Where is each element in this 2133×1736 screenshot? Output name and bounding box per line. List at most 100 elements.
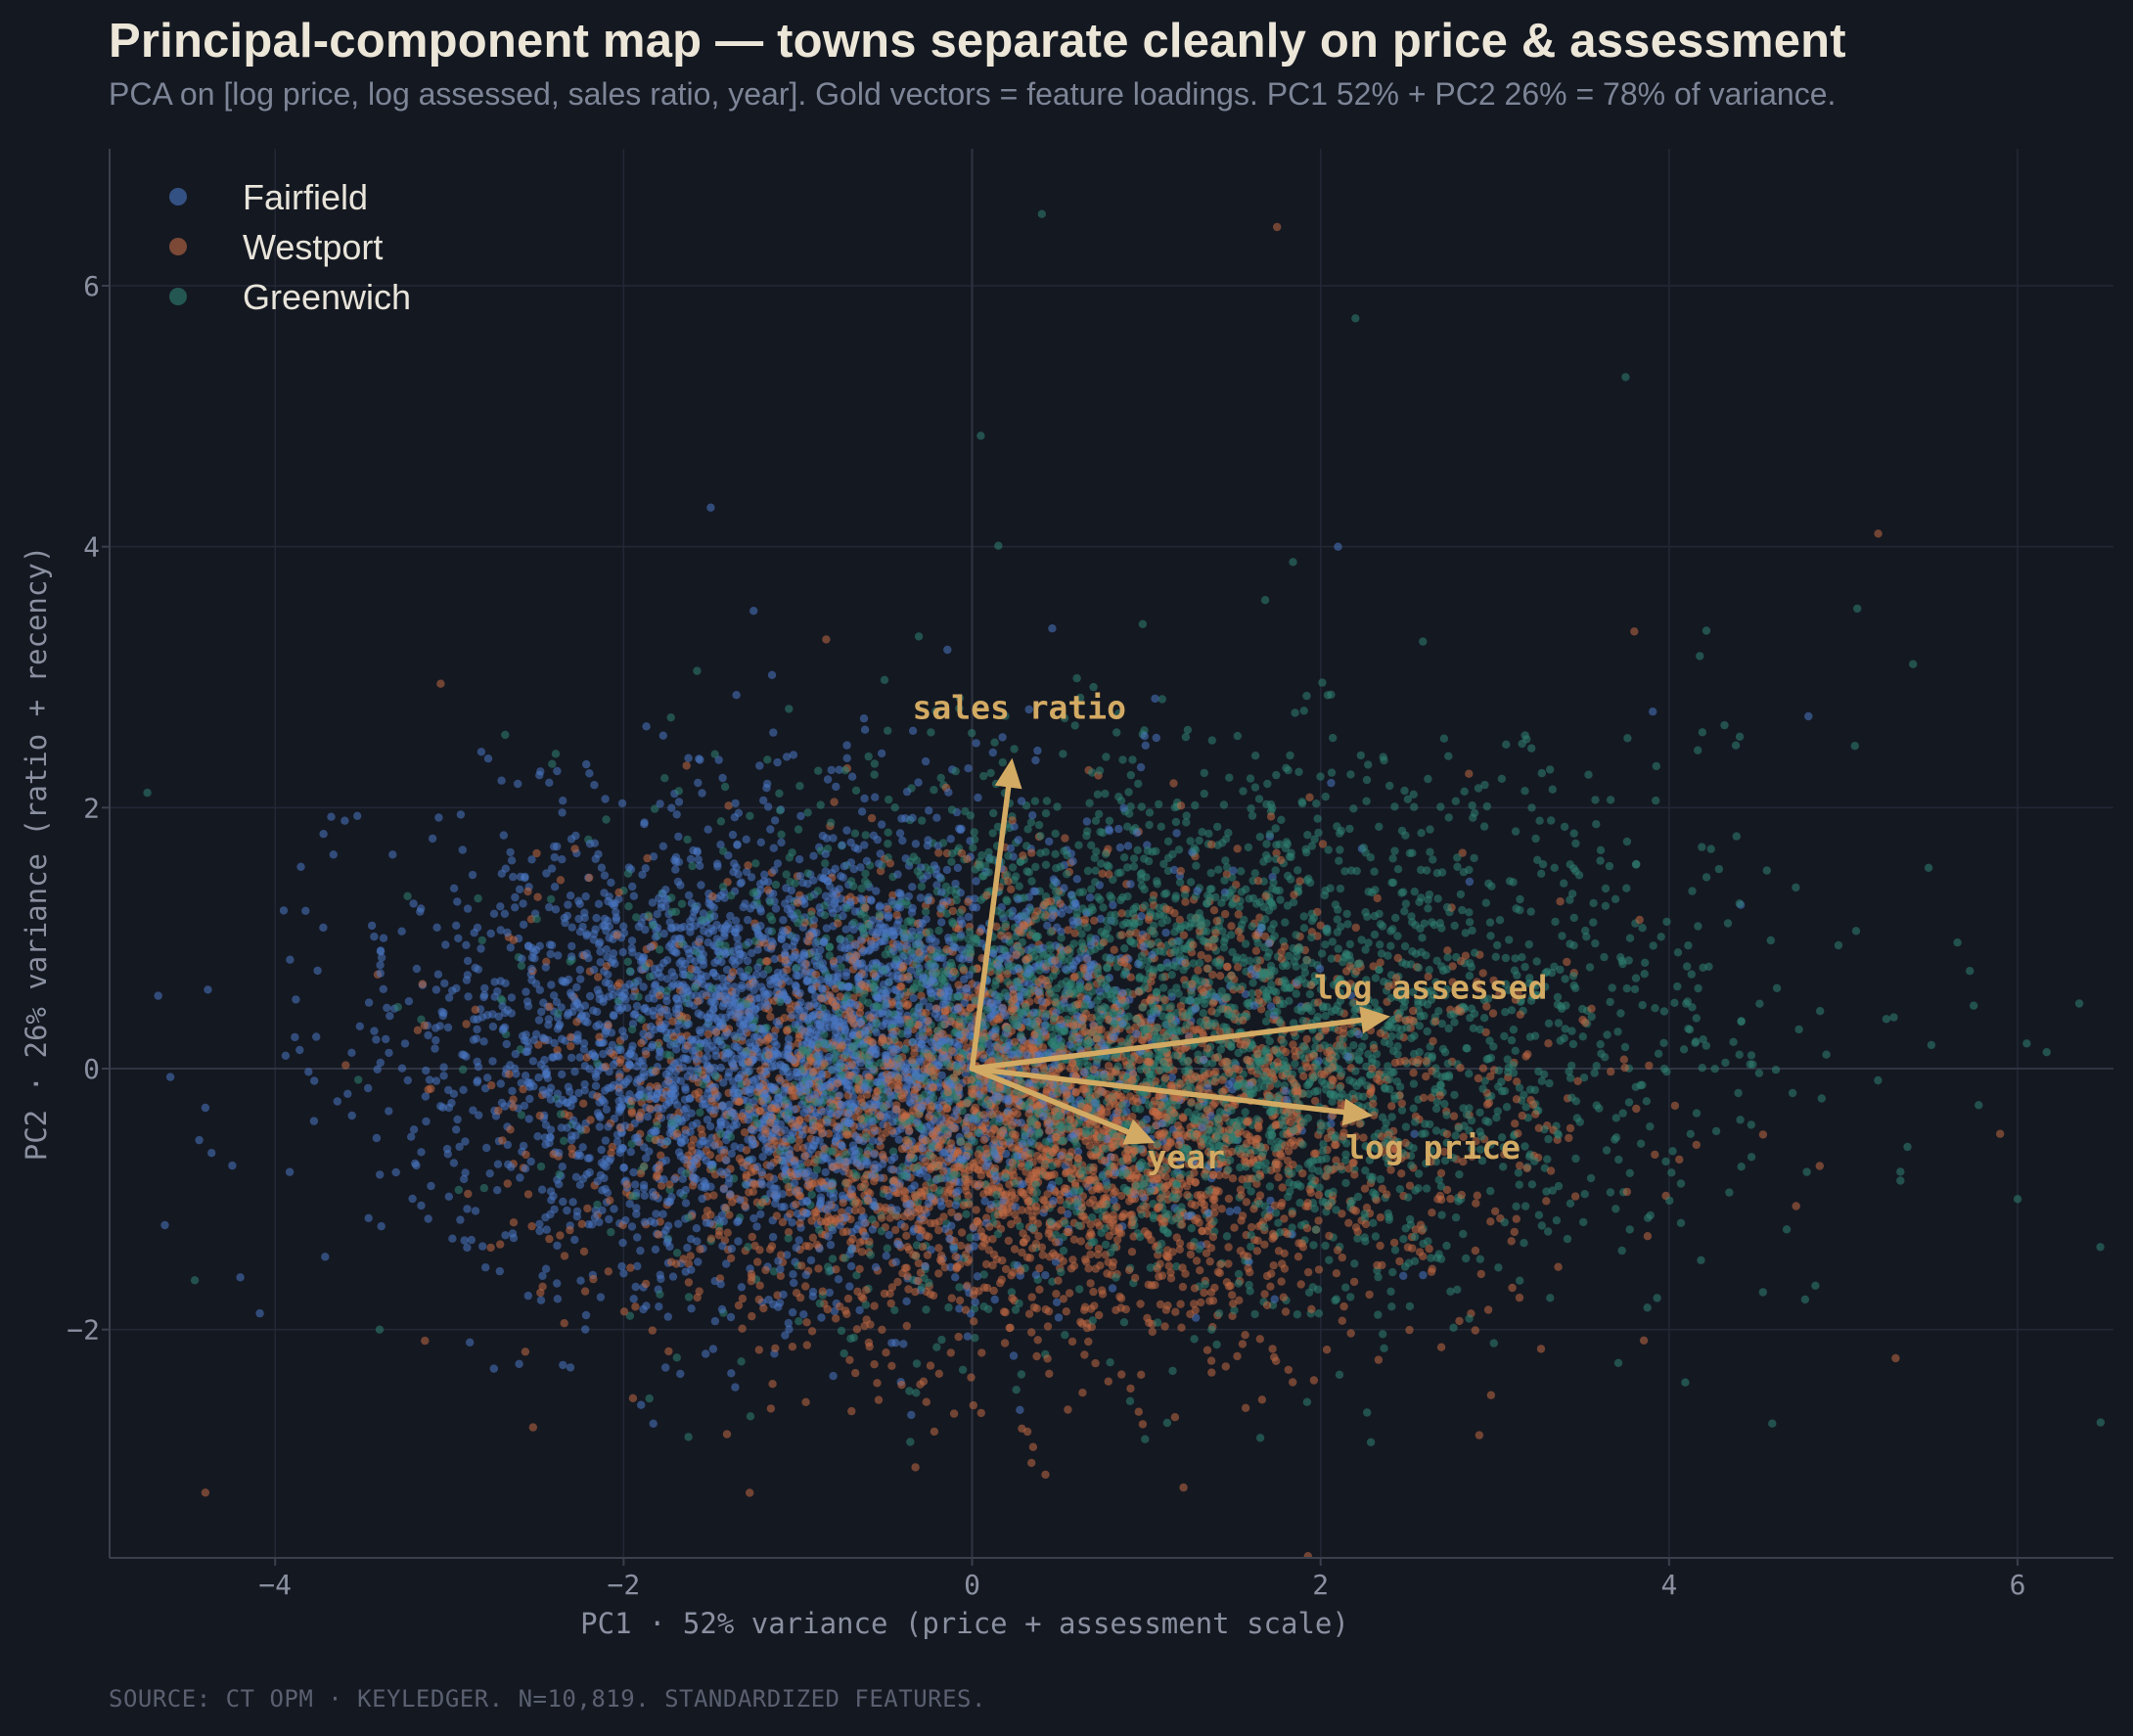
data-point-greenwich [1397,1106,1407,1115]
data-point-greenwich [1794,1025,1803,1034]
data-point-fairfield [204,985,212,994]
data-point-greenwich [1126,802,1135,811]
data-point-fairfield [409,899,418,908]
data-point-greenwich [1622,983,1632,993]
data-point-greenwich [1455,1170,1464,1179]
data-point-greenwich [1358,1042,1367,1051]
data-point-fairfield [428,834,437,844]
data-point-greenwich [1247,804,1255,813]
data-point-greenwich [477,936,486,945]
data-point-greenwich [1289,558,1297,567]
data-point-westport [1472,1199,1480,1208]
data-point-greenwich [1321,940,1330,949]
data-point-fairfield [942,865,952,875]
data-point-fairfield [703,825,712,834]
data-point-fairfield [508,1229,518,1238]
data-point-fairfield [706,503,715,512]
data-point-greenwich [1316,984,1326,994]
data-point-fairfield [547,1196,556,1205]
data-point-westport [961,1305,971,1314]
data-point-greenwich [785,705,794,713]
data-point-greenwich [1195,958,1204,968]
data-point-fairfield [503,928,512,937]
data-point-westport [1409,1006,1418,1016]
data-point-fairfield [477,944,485,953]
data-point-fairfield [648,898,658,907]
data-point-westport [754,1346,763,1354]
data-point-westport [1207,1368,1216,1377]
data-point-westport [1234,927,1244,936]
data-point-westport [1007,885,1016,893]
data-point-westport [724,801,733,810]
data-point-greenwich [864,998,873,1008]
data-point-greenwich [837,1326,846,1336]
data-point-fairfield [855,1305,864,1315]
data-point-westport [1891,1353,1900,1363]
data-point-greenwich [1370,867,1379,876]
data-point-greenwich [1882,1015,1891,1024]
data-point-fairfield [301,906,310,915]
data-point-greenwich [1206,868,1215,878]
data-point-westport [954,1332,963,1342]
data-point-greenwich [746,1412,755,1421]
data-point-greenwich [1476,1145,1485,1154]
data-point-fairfield [497,869,506,878]
data-point-westport [1214,1170,1224,1180]
data-point-fairfield [1161,928,1170,937]
data-point-greenwich [1419,1239,1428,1249]
data-point-fairfield [632,1204,641,1212]
data-point-greenwich [1589,898,1598,908]
data-point-greenwich [1608,983,1616,992]
data-point-fairfield [710,1141,719,1151]
data-point-fairfield [281,1051,291,1061]
data-point-fairfield [295,1045,304,1055]
data-point-greenwich [1391,913,1400,923]
data-point-fairfield [534,1074,543,1082]
data-point-fairfield [768,1232,778,1242]
data-point-greenwich [1747,1120,1756,1129]
data-point-fairfield [449,1159,459,1167]
data-point-fairfield [488,1022,498,1031]
data-point-westport [981,1259,991,1269]
data-point-greenwich [1119,1318,1129,1327]
data-point-greenwich [917,882,927,891]
data-point-fairfield [469,1106,477,1115]
data-point-westport [1405,1181,1415,1190]
data-point-westport [1296,1280,1305,1289]
data-point-greenwich [1592,1062,1601,1071]
data-point-greenwich [1388,1267,1397,1277]
data-point-fairfield [823,775,833,784]
data-point-fairfield [516,1173,524,1182]
data-point-greenwich [1333,915,1342,924]
data-point-fairfield [730,813,740,822]
data-point-greenwich [1125,1396,1135,1406]
data-point-greenwich [1271,866,1280,875]
chart-title: Principal-component map — towns separate… [109,15,1846,68]
data-point-fairfield [589,1006,598,1015]
data-point-westport [934,1226,943,1235]
data-point-westport [970,1317,978,1326]
data-point-fairfield [391,1167,400,1177]
data-point-westport [1360,1184,1370,1193]
data-point-fairfield [825,1288,834,1298]
data-point-westport [1374,1355,1384,1364]
data-point-fairfield [656,799,664,808]
data-point-fairfield [731,799,740,808]
data-point-westport [631,1302,640,1311]
data-point-greenwich [1417,829,1426,838]
data-point-greenwich [1613,1028,1622,1036]
data-point-westport [972,1206,980,1214]
data-point-greenwich [1417,947,1426,957]
data-point-fairfield [583,1154,593,1163]
data-point-greenwich [1318,678,1327,687]
data-point-westport [1251,946,1261,955]
data-point-westport [1293,1253,1303,1261]
data-point-westport [1156,1300,1165,1309]
data-point-westport [1351,1132,1361,1141]
data-point-fairfield [845,1282,854,1291]
data-point-greenwich [1312,799,1321,808]
data-point-greenwich [1325,1256,1334,1264]
data-point-westport [1028,1442,1038,1451]
data-point-greenwich [1437,1019,1447,1028]
data-point-fairfield [1064,1210,1072,1218]
